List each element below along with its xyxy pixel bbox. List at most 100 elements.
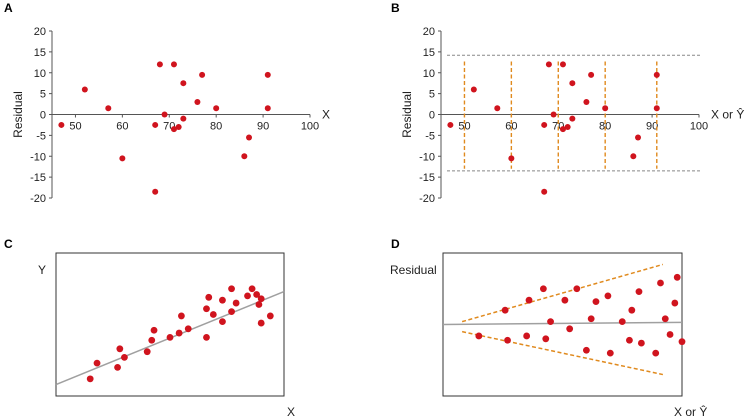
data-point	[525, 296, 533, 304]
data-point	[213, 105, 220, 112]
data-point	[539, 285, 547, 293]
data-point	[148, 336, 156, 344]
data-point	[587, 315, 595, 323]
data-point	[255, 301, 263, 308]
plot-frame	[55, 252, 285, 397]
data-point	[542, 335, 550, 343]
data-point	[253, 291, 261, 298]
data-point	[170, 61, 177, 68]
data-point	[209, 311, 217, 318]
y-tick-label: 5	[429, 89, 435, 101]
x-tick-label: 90	[646, 121, 658, 133]
data-point	[180, 80, 187, 87]
data-point	[561, 296, 569, 304]
x-tick-label: 80	[210, 121, 222, 133]
data-point	[630, 153, 637, 160]
fit-line	[442, 321, 683, 326]
y-tick-label: 0	[40, 110, 46, 122]
data-point	[583, 98, 590, 105]
data-point	[666, 331, 674, 338]
x-tick-label: 100	[301, 121, 319, 133]
data-point	[116, 345, 124, 353]
data-point	[545, 61, 552, 68]
data-point	[678, 338, 686, 346]
x-axis-label: X or Ŷ	[674, 404, 707, 419]
data-point	[152, 121, 159, 128]
data-point	[588, 71, 595, 78]
y-axis-label: Residual	[400, 91, 414, 138]
panel-d: D Residual X or Ŷ	[390, 237, 707, 419]
y-tick-label: 10	[34, 68, 46, 80]
data-point	[628, 306, 636, 314]
y-axis-label: Residual	[390, 263, 437, 277]
panel-c: C Y X	[4, 237, 295, 419]
data-point	[637, 339, 645, 347]
data-point	[199, 71, 206, 78]
data-point	[121, 353, 128, 361]
data-point	[105, 105, 112, 112]
data-point	[635, 288, 643, 296]
data-point	[219, 296, 226, 304]
data-point	[244, 292, 251, 300]
data-point	[170, 126, 177, 133]
data-point	[564, 124, 571, 131]
data-point	[184, 325, 192, 333]
data-point	[475, 332, 483, 340]
data-point	[541, 188, 548, 195]
data-point	[266, 312, 274, 320]
data-point	[592, 298, 600, 306]
y-tick-label: 20	[423, 26, 435, 38]
data-point	[626, 336, 633, 344]
data-point	[494, 105, 501, 112]
data-point	[58, 121, 65, 128]
data-point	[583, 346, 590, 354]
x-tick-label: 100	[690, 121, 708, 133]
x-axis-label: X	[287, 405, 295, 419]
y-tick-label: 0	[429, 110, 435, 122]
y-tick-label: 15	[423, 47, 435, 59]
data-point	[203, 333, 210, 341]
panel-letter: C	[4, 237, 13, 251]
data-point	[219, 318, 226, 326]
data-point	[119, 155, 126, 162]
data-point	[541, 121, 548, 128]
y-tick-label: 10	[423, 68, 435, 80]
data-point	[257, 319, 265, 327]
x-tick-label: 50	[69, 121, 81, 133]
data-point	[661, 315, 669, 323]
data-point	[228, 308, 235, 316]
data-point	[178, 312, 185, 320]
y-tick-label: -20	[419, 193, 435, 205]
y-tick-label: 5	[40, 89, 46, 101]
fan-boundary-line	[461, 263, 664, 323]
data-point	[569, 115, 576, 122]
data-point	[166, 333, 174, 341]
y-tick-label: -10	[30, 151, 46, 163]
data-point	[508, 155, 515, 162]
data-point	[604, 292, 612, 300]
data-point	[81, 86, 88, 93]
data-point	[606, 349, 614, 357]
data-point	[550, 111, 557, 118]
data-point	[175, 329, 183, 337]
data-point	[653, 105, 660, 112]
data-point	[241, 153, 248, 160]
data-point	[504, 336, 511, 344]
data-point	[569, 80, 576, 87]
y-axis-label: Residual	[11, 91, 25, 138]
y-tick-label: -5	[36, 130, 46, 142]
data-point	[194, 98, 201, 105]
data-point	[257, 295, 265, 303]
data-point	[573, 285, 581, 293]
data-point	[653, 71, 660, 78]
data-point	[228, 285, 235, 293]
data-point	[143, 348, 151, 356]
data-point	[523, 332, 531, 340]
panel-letter: D	[391, 237, 400, 251]
panel-letter: B	[391, 1, 400, 15]
y-tick-label: 15	[34, 47, 46, 59]
data-point	[547, 318, 554, 326]
data-point	[447, 121, 454, 128]
